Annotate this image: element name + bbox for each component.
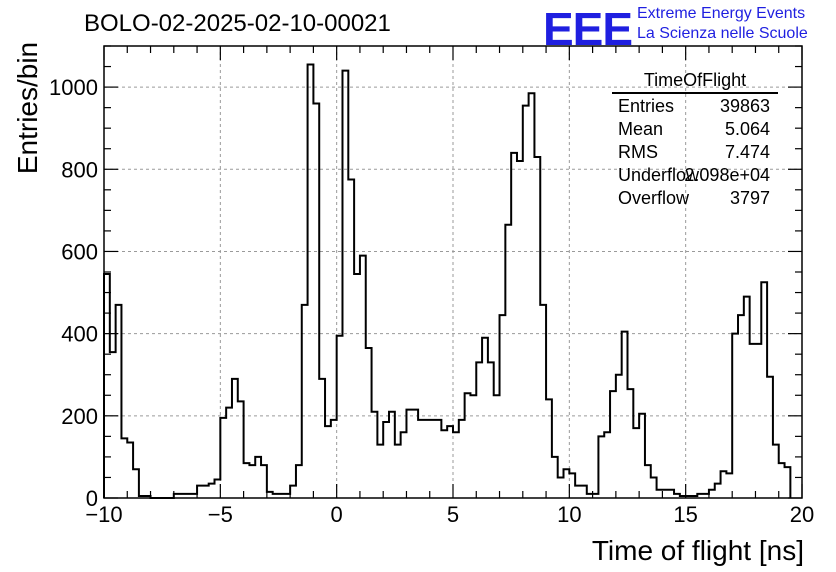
histogram-bin (395, 445, 401, 498)
stats-row-rms: RMS 7.474 (612, 142, 778, 165)
y-axis-label: Entries/bin (12, 41, 43, 175)
histogram-bin (604, 432, 610, 498)
histogram-bin (750, 344, 756, 498)
stats-value: 39863 (719, 96, 770, 116)
x-tick-label: −5 (208, 502, 233, 527)
stats-key: Entries (618, 96, 675, 116)
x-tick-label: 0 (331, 502, 343, 527)
histogram-bin (377, 445, 383, 498)
eee-tagline-line1: Extreme Energy Events (637, 5, 806, 22)
x-tick-label: 20 (790, 502, 814, 527)
y-tick-label: 200 (61, 404, 98, 429)
y-tick-label: 0 (86, 486, 98, 511)
stats-key: Underflow (618, 165, 700, 185)
y-tick-label: 800 (61, 157, 98, 182)
x-tick-label: 5 (447, 502, 459, 527)
stats-value: 3797 (729, 188, 770, 208)
stats-box: TimeOfFlight Entries 39863 Mean 5.064 RMS 7… (612, 70, 778, 211)
histogram-bin (436, 420, 442, 498)
histogram-bin (755, 344, 761, 498)
histogram-bin (575, 486, 581, 498)
stats-row-underflow: Underflow 2.098e+04 (612, 165, 778, 188)
stats-title: TimeOfFlight (612, 70, 778, 94)
histogram-bin (726, 473, 732, 498)
histogram-bin (430, 420, 436, 498)
histogram-bin (441, 430, 447, 498)
histogram-bin (738, 315, 744, 498)
histogram-outline (103, 63, 792, 499)
x-axis-label: Time of flight [ns] (591, 535, 804, 566)
histogram-bin (616, 375, 622, 498)
histogram-bin (354, 274, 360, 498)
stats-key: Mean (618, 119, 664, 139)
histogram-bin (121, 438, 127, 498)
histogram-bin (779, 463, 785, 498)
stats-row-entries: Entries 39863 (612, 96, 778, 119)
histogram-bin (517, 161, 523, 498)
stats-value: 2.098e+04 (684, 165, 770, 185)
histogram-bin (244, 463, 250, 498)
stats-row-mean: Mean 5.064 (612, 119, 778, 142)
stats-key: RMS (618, 142, 658, 162)
stats-value: 7.474 (724, 142, 770, 162)
stats-value: 5.064 (724, 119, 770, 139)
chart-title: BOLO-02-2025-02-10-00021 (84, 10, 391, 37)
eee-logo: EEE (543, 3, 633, 55)
histogram-bin (226, 408, 232, 498)
histogram-bin (523, 106, 529, 498)
histogram-bin (331, 420, 337, 498)
x-tick-label: 15 (673, 502, 697, 527)
histogram-bin (657, 490, 663, 498)
histogram-bin (203, 486, 209, 498)
histogram-bin (633, 428, 639, 498)
histogram-bin (412, 410, 418, 498)
histogram-bin (494, 395, 500, 498)
histogram-bin (470, 395, 476, 498)
y-tick-label: 1000 (49, 75, 98, 100)
histogram-bin (424, 420, 430, 498)
histogram-bin (249, 465, 255, 498)
x-tick-label: 10 (557, 502, 581, 527)
x-tick-label: −10 (85, 502, 122, 527)
histogram-bin (325, 426, 331, 498)
histogram-bin (662, 490, 668, 498)
y-tick-label: 400 (61, 322, 98, 347)
eee-tagline: Extreme Energy Events La Scienza nelle S… (637, 4, 808, 44)
histogram-bin (453, 432, 459, 498)
histogram-bin (447, 426, 453, 498)
eee-tagline-line2: La Scienza nelle Scuole (637, 25, 808, 42)
histogram-bin (558, 477, 564, 498)
histogram-bin (110, 352, 116, 498)
axis-ticks (103, 45, 803, 499)
stats-row-overflow: Overflow 3797 (612, 188, 778, 211)
histogram-bin (418, 420, 424, 498)
stats-key: Overflow (618, 188, 690, 208)
y-axis-label-box: Entries/bin (6, 30, 46, 190)
y-tick-label: 600 (61, 239, 98, 264)
grid-lines (104, 46, 802, 498)
histogram-series (103, 63, 792, 499)
